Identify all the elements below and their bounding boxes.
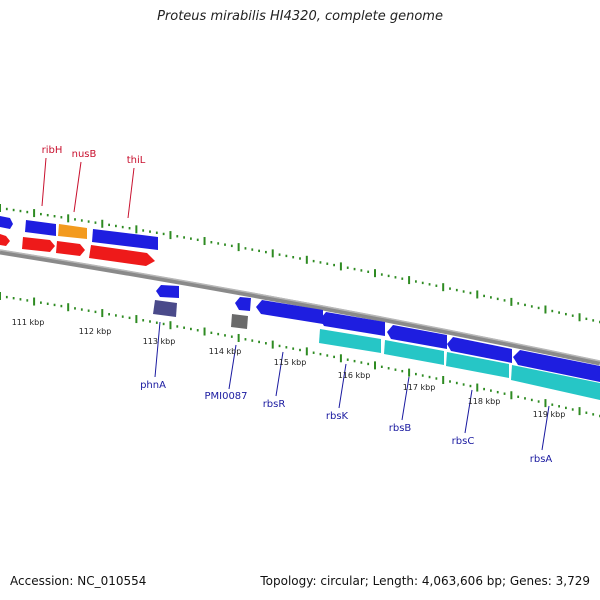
scale-label-117: 117 kbp bbox=[403, 383, 436, 392]
gene-label-thil: thiL bbox=[127, 155, 146, 166]
scale-label-111: 111 kbp bbox=[12, 318, 45, 327]
gene-block bbox=[22, 237, 55, 252]
gene-block bbox=[0, 216, 13, 229]
gene-block bbox=[446, 352, 509, 378]
gene-block bbox=[0, 234, 10, 246]
map-title: Proteus mirabilis HI4320, complete genom… bbox=[157, 9, 443, 24]
gene-block bbox=[511, 365, 600, 400]
gene-label-nusb: nusB bbox=[72, 149, 97, 160]
leader-line bbox=[127, 167, 135, 219]
gene-block bbox=[513, 350, 600, 382]
gene-block bbox=[384, 340, 444, 365]
gene-label-rbsa: rbsA bbox=[530, 454, 553, 465]
scale-label-115: 115 kbp bbox=[274, 358, 307, 367]
gene-block bbox=[153, 300, 177, 317]
leader-line bbox=[275, 351, 284, 397]
gene-block bbox=[156, 285, 179, 298]
gene-label-rbsc: rbsC bbox=[452, 436, 475, 447]
leader-line bbox=[154, 321, 161, 378]
gene-block bbox=[447, 337, 512, 363]
lower-tick-track bbox=[0, 292, 600, 418]
gene-block bbox=[319, 329, 381, 353]
gene-block bbox=[256, 300, 323, 324]
accession-text: Accession: NC_010554 bbox=[10, 574, 147, 588]
gene-block bbox=[235, 297, 251, 311]
leader-line bbox=[464, 389, 473, 434]
leader-line bbox=[541, 405, 550, 451]
gene-label-pmi0087: PMI0087 bbox=[204, 391, 247, 402]
scale-label-116: 116 kbp bbox=[338, 371, 371, 380]
topology-text: Topology: circular; Length: 4,063,606 bp… bbox=[260, 574, 590, 588]
scale-label-118: 118 kbp bbox=[468, 397, 501, 406]
leader-line bbox=[401, 376, 410, 421]
gene-block bbox=[58, 224, 87, 239]
gene-block bbox=[25, 220, 56, 236]
gene-label-rbsk: rbsK bbox=[326, 411, 349, 422]
gene-block bbox=[387, 325, 447, 349]
gene-label-rbsb: rbsB bbox=[389, 423, 412, 434]
gene-block bbox=[92, 229, 158, 250]
scale-label-114: 114 kbp bbox=[209, 347, 242, 356]
gene-block bbox=[320, 312, 385, 336]
gene-label-phna: phnA bbox=[140, 380, 166, 391]
scale-label-113: 113 kbp bbox=[143, 337, 176, 346]
leader-line bbox=[228, 344, 237, 390]
upper-tick-track bbox=[0, 204, 600, 324]
scale-label-112: 112 kbp bbox=[79, 327, 112, 336]
scale-label-119: 119 kbp bbox=[533, 410, 566, 419]
leader-line bbox=[41, 157, 47, 207]
gene-block bbox=[89, 245, 155, 266]
gene-block bbox=[231, 314, 248, 329]
gene-label-ribh: ribH bbox=[42, 145, 63, 156]
genome-backbone-highlight bbox=[0, 249, 600, 362]
gene-label-rbsr: rbsR bbox=[263, 399, 286, 410]
leader-line bbox=[73, 161, 82, 213]
leader-line bbox=[338, 363, 347, 409]
genome-backbone bbox=[0, 249, 600, 366]
gene-block bbox=[56, 241, 85, 256]
